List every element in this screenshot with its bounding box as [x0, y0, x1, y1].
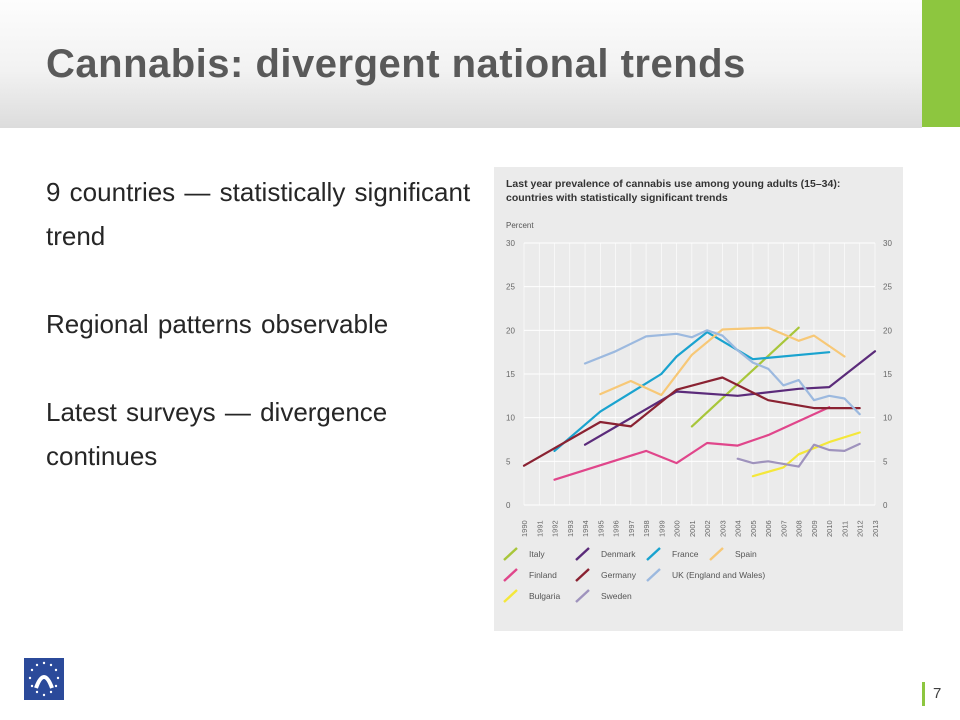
x-tick-label: 1999: [657, 520, 666, 537]
x-tick-label: 2007: [779, 520, 788, 537]
bullet-item: 9 countries — statistically significant …: [46, 177, 471, 251]
x-tick-label: 1991: [535, 520, 544, 537]
series-line: [522, 376, 861, 467]
x-tick-label: 1992: [551, 520, 560, 537]
legend-label: Sweden: [601, 591, 632, 601]
x-tick-label: 2004: [734, 520, 743, 537]
x-tick-label: 1990: [520, 520, 529, 537]
bullet-item: Latest surveys — divergence continues: [46, 397, 388, 471]
x-tick-label: 1995: [596, 520, 605, 537]
series-line: [583, 329, 861, 416]
legend-label: Germany: [601, 570, 637, 580]
legend-label: UK (England and Wales): [672, 570, 765, 580]
x-tick-label: 2005: [749, 520, 758, 537]
x-tick-label: 2008: [795, 520, 804, 537]
legend-swatch: [575, 547, 590, 561]
legend-label: Bulgaria: [529, 591, 560, 601]
y-tick-label: 10: [506, 414, 515, 423]
series-line: [599, 326, 846, 397]
series-line: [690, 326, 800, 428]
x-tick-label: 2011: [840, 521, 849, 537]
y-tick-label: 20: [506, 326, 515, 335]
x-tick-label: 2013: [871, 520, 880, 537]
legend-swatch: [646, 547, 661, 561]
x-tick-label: 2010: [825, 520, 834, 537]
y-tick-label-right: 5: [883, 457, 888, 466]
x-tick-label: 2000: [673, 520, 682, 537]
y-tick-label: 30: [506, 239, 515, 248]
x-tick-label: 1994: [581, 520, 590, 537]
y-tick-label-right: 0: [883, 501, 888, 510]
series-line: [736, 442, 861, 468]
series-line: [553, 331, 831, 452]
legend-swatch: [503, 547, 518, 561]
bullet-item: Regional patterns observable: [46, 309, 389, 339]
legend-swatch: [646, 568, 661, 582]
x-tick-label: 2001: [688, 520, 697, 537]
legend-label: Italy: [529, 549, 545, 559]
x-tick-label: 1997: [627, 520, 636, 537]
y-tick-label: 25: [506, 283, 515, 292]
series-line: [553, 406, 831, 481]
bullet-list: 9 countries — statistically significant …: [46, 170, 486, 522]
x-tick-label: 1998: [642, 520, 651, 537]
chart-title: Last year prevalence of cannabis use amo…: [506, 178, 840, 204]
y-tick-label: 5: [506, 457, 511, 466]
emcdda-logo-icon: [24, 658, 64, 700]
x-tick-label: 1993: [566, 520, 575, 537]
x-tick-label: 2012: [856, 520, 865, 537]
x-tick-label: 2006: [764, 520, 773, 537]
legend-label: Spain: [735, 549, 757, 559]
x-tick-label: 2002: [703, 520, 712, 537]
legend-label: Finland: [529, 570, 557, 580]
legend-swatch: [575, 568, 590, 582]
y-tick-label: 15: [506, 370, 515, 379]
y-tick-label-right: 15: [883, 370, 892, 379]
slide-title: Cannabis: divergent national trends: [46, 42, 746, 86]
series-line: [583, 350, 877, 446]
series-line: [751, 431, 861, 478]
legend-label: France: [672, 549, 699, 559]
legend-swatch: [709, 547, 724, 561]
legend-swatch: [503, 589, 518, 603]
accent-bar: [922, 0, 960, 127]
title-bar: Cannabis: divergent national trends: [0, 0, 922, 128]
x-tick-label: 2003: [718, 520, 727, 537]
chart-panel: Last year prevalence of cannabis use amo…: [494, 167, 903, 631]
x-tick-label: 2009: [810, 520, 819, 537]
y-tick-label: 0: [506, 501, 511, 510]
x-tick-label: 1996: [612, 520, 621, 537]
y-axis-label: Percent: [506, 221, 534, 230]
page-number: 7: [922, 682, 941, 706]
y-tick-label-right: 25: [883, 283, 892, 292]
y-tick-label-right: 10: [883, 414, 892, 423]
y-tick-label-right: 20: [883, 326, 892, 335]
legend-swatch: [503, 568, 518, 582]
legend-swatch: [575, 589, 590, 603]
legend-label: Denmark: [601, 549, 636, 559]
y-tick-label-right: 30: [883, 239, 892, 248]
prevalence-line-chart: Last year prevalence of cannabis use amo…: [503, 178, 892, 603]
